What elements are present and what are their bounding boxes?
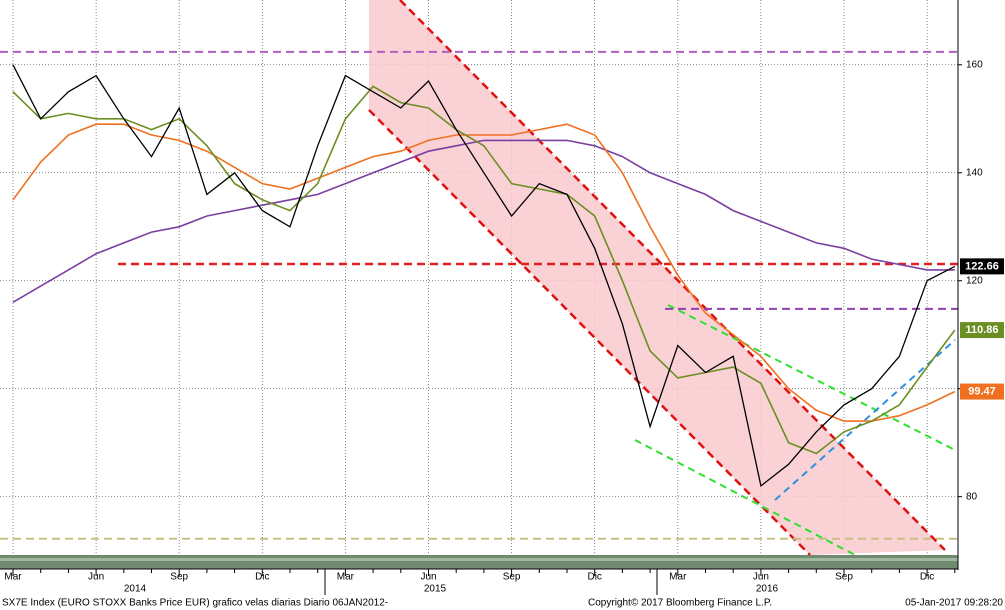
y-tick-label: 80 (966, 491, 978, 502)
x-tick-label: Mar (669, 572, 687, 583)
x-tick-label: Sep (170, 572, 188, 583)
value-label: 110.86 (965, 324, 998, 336)
y-tick-label: 120 (966, 275, 983, 286)
series-line (12, 139, 955, 303)
y-tick-label: 160 (966, 59, 983, 70)
footer-left: SX7E Index (EURO STOXX Banks Price EUR) … (2, 598, 388, 609)
year-label: 2016 (756, 584, 779, 595)
trend-line (774, 339, 956, 501)
x-tick-label: Mar (4, 572, 22, 583)
footer-right: 05-Jan-2017 09:28:20 (905, 598, 1003, 609)
plot (0, 50, 958, 540)
series-line (12, 123, 956, 422)
series-line (12, 85, 956, 455)
year-label: 2014 (124, 584, 147, 595)
x-tick-label: Mar (337, 572, 355, 583)
x-tick-label: Sep (503, 572, 521, 583)
labels: 80100120140160MarJunSepDicMarJunSepDicMa… (4, 59, 1004, 595)
trend-line (634, 439, 856, 556)
value-label: 99.47 (968, 385, 996, 397)
x-tick-label: Jun (753, 572, 769, 583)
year-label: 2015 (424, 584, 447, 595)
bottom-band (0, 555, 958, 569)
value-box (960, 383, 1004, 400)
x-tick-label: Jun (420, 572, 436, 583)
channel-fill (369, 0, 945, 555)
value-box (960, 322, 1004, 339)
channel-line (368, 109, 811, 556)
y-tick-label: 140 (966, 167, 983, 178)
x-tick-label: Dic (587, 572, 601, 583)
footer-center: Copyright© 2017 Bloomberg Finance L.P. (588, 598, 772, 609)
bottom-band (0, 558, 958, 561)
series-line (12, 64, 956, 488)
x-tick-label: Dic (920, 572, 934, 583)
value-box (960, 258, 1004, 275)
x-tick-label: Dic (255, 572, 269, 583)
x-tick-label: Sep (835, 572, 853, 583)
value-label: 122.66 (965, 260, 999, 272)
trend-line (667, 304, 956, 451)
x-tick-label: Jun (88, 572, 104, 583)
